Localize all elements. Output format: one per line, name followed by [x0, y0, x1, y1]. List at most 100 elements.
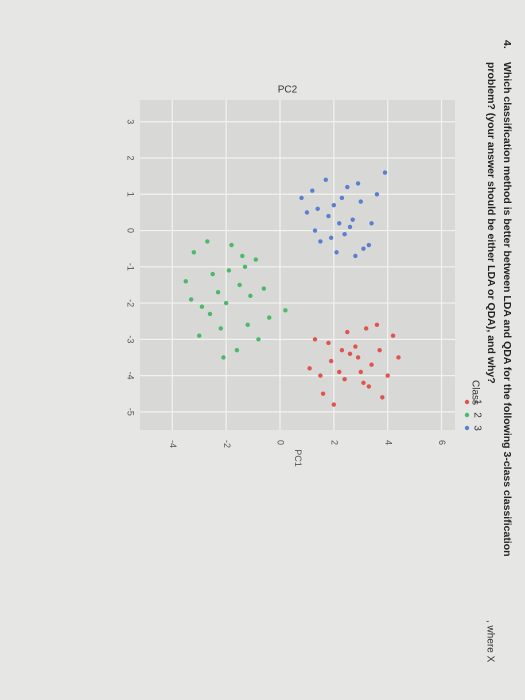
point [374, 192, 380, 197]
point [334, 250, 339, 255]
point [267, 315, 272, 320]
legend-title: Class [469, 380, 480, 405]
point [242, 264, 248, 270]
point [366, 384, 372, 389]
point [248, 293, 253, 299]
point [382, 170, 388, 175]
legend-label: 1 [471, 399, 482, 405]
plot-panel [140, 100, 455, 430]
point [234, 348, 240, 353]
point [188, 297, 194, 302]
point [353, 253, 358, 259]
legend-label: 3 [471, 425, 482, 431]
footer-text: , where X [484, 620, 495, 663]
point [318, 373, 323, 378]
point [337, 369, 342, 375]
point [229, 242, 234, 248]
point [396, 355, 401, 360]
point [199, 304, 205, 309]
point [253, 257, 258, 262]
point [377, 348, 382, 353]
point [191, 250, 197, 255]
point [361, 246, 366, 251]
point [304, 210, 310, 215]
point [385, 373, 390, 378]
point [328, 358, 334, 364]
point [320, 391, 326, 396]
point [318, 239, 323, 244]
point [210, 271, 215, 277]
point [312, 337, 318, 342]
y-tick-label: 3 [126, 119, 136, 124]
legend-marker [464, 412, 470, 418]
point [358, 369, 363, 375]
point [326, 340, 331, 346]
x-tick-label: -4 [168, 440, 178, 448]
y-tick-label: -1 [126, 263, 136, 271]
point [226, 268, 232, 273]
x-tick-label: 2 [329, 440, 339, 445]
point [347, 224, 353, 230]
point [218, 326, 223, 331]
point [197, 333, 202, 338]
y-axis-label: PC2 [278, 85, 298, 96]
point [312, 228, 318, 233]
legend-marker [464, 399, 470, 405]
y-tick-label: -4 [126, 372, 136, 380]
point [323, 177, 328, 182]
point [307, 366, 312, 371]
point [215, 289, 221, 295]
point [380, 395, 385, 400]
point [345, 329, 350, 335]
point [353, 344, 358, 349]
point [361, 380, 366, 386]
question-line: Which classification method is better be… [501, 62, 513, 557]
point [369, 221, 374, 226]
point [390, 333, 396, 338]
point [299, 195, 304, 201]
point [337, 221, 342, 226]
point [369, 362, 374, 367]
point [283, 308, 288, 313]
point [342, 377, 347, 382]
point [358, 199, 363, 204]
point [256, 337, 261, 342]
point [223, 300, 229, 306]
y-tick-label: 2 [126, 156, 136, 161]
point [205, 239, 210, 244]
x-axis-label: PC1 [293, 449, 303, 467]
x-tick-label: -2 [222, 440, 232, 448]
y-tick-label: 1 [126, 192, 136, 197]
y-tick-label: 0 [126, 228, 136, 233]
legend-label: 2 [471, 412, 482, 418]
x-tick-label: 6 [437, 440, 447, 445]
point [363, 326, 369, 331]
point [221, 355, 226, 360]
y-tick-label: -3 [126, 335, 136, 343]
point [350, 217, 355, 222]
point [207, 311, 213, 317]
point [237, 282, 242, 288]
question-line: problem? (your answer should be either L… [485, 62, 497, 384]
point [261, 286, 267, 291]
point [328, 235, 334, 241]
x-tick-label: 0 [276, 440, 286, 445]
y-tick-label: -5 [126, 408, 136, 416]
legend-marker [464, 425, 470, 431]
point [183, 279, 188, 284]
x-tick-label: 4 [383, 440, 393, 445]
point [339, 195, 345, 201]
point [366, 242, 372, 248]
point [355, 181, 361, 186]
point [355, 355, 361, 360]
point [240, 253, 245, 259]
point [310, 188, 315, 193]
point [331, 402, 337, 407]
point [331, 202, 337, 208]
point [315, 206, 320, 211]
question-number: 4. [501, 40, 513, 49]
point [245, 322, 250, 328]
point [326, 213, 331, 219]
